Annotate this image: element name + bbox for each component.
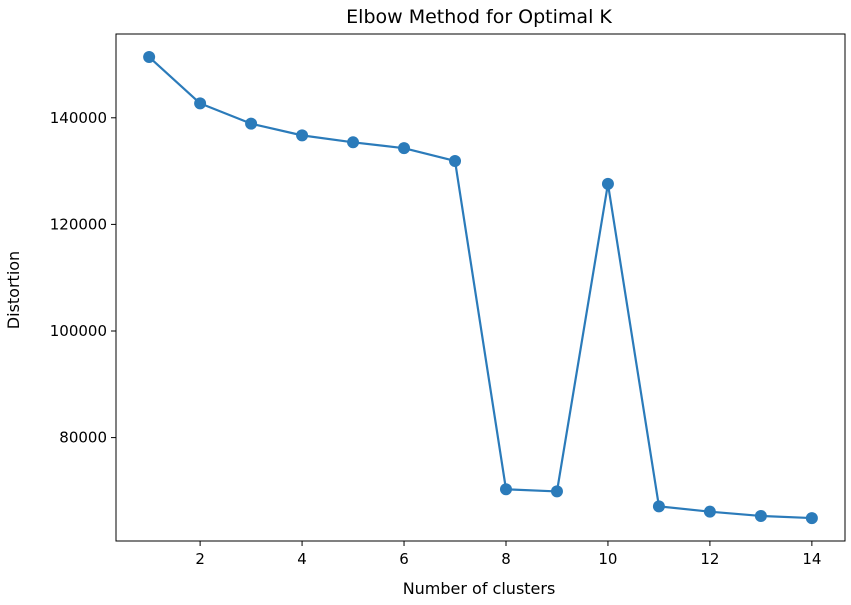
data-point — [601, 177, 614, 190]
data-point — [805, 512, 818, 525]
plot-area: 2 4 6 8 10 12 14 80000 100000 120000 140000 — [50, 33, 846, 568]
y-tick-label: 100000 — [50, 322, 107, 340]
data-point — [449, 154, 462, 167]
x-tick-label: 10 — [598, 550, 617, 568]
x-axis-label: Number of clusters — [403, 579, 556, 598]
y-tick-label: 80000 — [59, 429, 107, 447]
x-tick-label: 14 — [802, 550, 821, 568]
data-point — [652, 500, 665, 513]
data-point — [194, 97, 207, 110]
plot-frame — [115, 33, 846, 542]
data-point — [296, 129, 309, 142]
x-tick-label: 4 — [297, 550, 307, 568]
data-point — [754, 509, 767, 522]
x-tick-label: 2 — [195, 550, 205, 568]
y-tick-label: 120000 — [50, 215, 107, 233]
x-tick-label: 8 — [501, 550, 511, 568]
y-tick-label: 140000 — [50, 109, 107, 127]
chart-title: Elbow Method for Optimal K — [346, 6, 612, 28]
x-tick-label: 6 — [399, 550, 409, 568]
x-tick-label: 12 — [700, 550, 719, 568]
data-point — [347, 136, 360, 149]
data-point — [143, 51, 156, 64]
data-point — [398, 142, 411, 155]
data-point — [703, 505, 716, 518]
data-point — [245, 117, 258, 130]
y-axis-label: Distortion — [4, 251, 23, 329]
series-line — [148, 56, 812, 520]
data-point — [550, 485, 563, 498]
data-point — [499, 483, 512, 496]
